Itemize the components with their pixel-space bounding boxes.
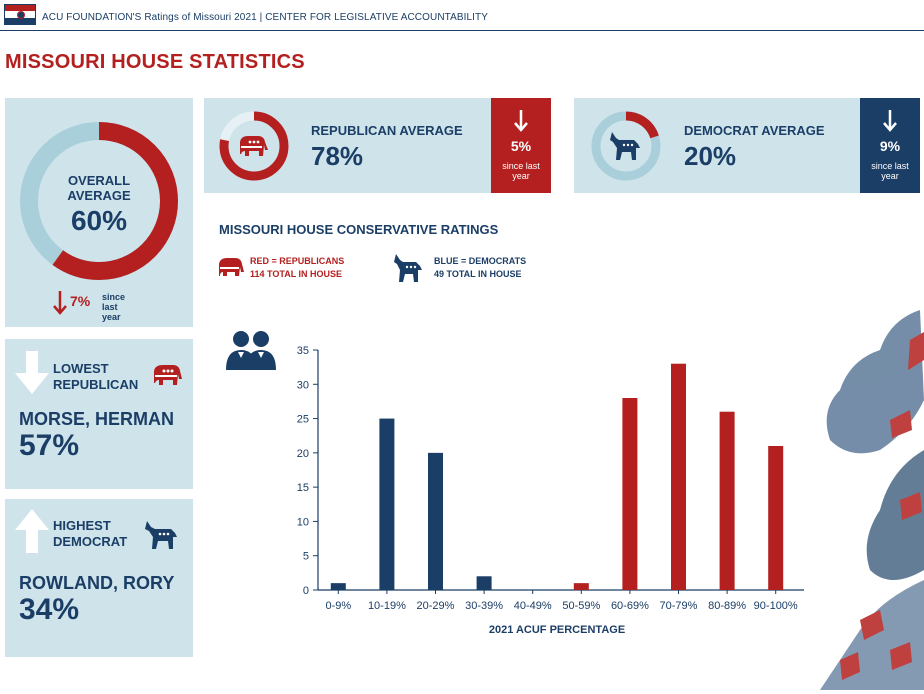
republican-change-box: 5% since last year bbox=[491, 98, 551, 193]
y-tick-label: 0 bbox=[303, 585, 309, 597]
y-tick-label: 5 bbox=[303, 551, 309, 563]
bar-20-29% bbox=[428, 452, 443, 590]
overall-change-since: since last year bbox=[102, 292, 126, 322]
republican-change-since: since last year bbox=[502, 161, 540, 181]
elephant-icon bbox=[240, 136, 268, 156]
bar-60-69% bbox=[622, 398, 638, 590]
democrat-average-title: DEMOCRAT AVERAGE bbox=[684, 123, 825, 138]
y-tick-label: 15 bbox=[297, 482, 309, 494]
democrat-average-panel: DEMOCRAT AVERAGE 20% bbox=[574, 98, 860, 193]
x-tick-label: 0-9% bbox=[325, 600, 351, 612]
republican-average-value: 78% bbox=[311, 141, 364, 171]
missouri-flag-icon bbox=[4, 4, 36, 25]
democrat-change-since: since last year bbox=[871, 161, 909, 181]
lowest-republican-panel: LOWEST REPUBLICAN MORSE, HERMAN 57% bbox=[5, 339, 193, 489]
x-tick-label: 40-49% bbox=[514, 600, 552, 612]
header-bar: ACU FOUNDATION'S Ratings of Missouri 202… bbox=[0, 0, 924, 31]
democrat-donut bbox=[591, 111, 661, 181]
donkey-icon bbox=[610, 132, 640, 160]
donkey-icon bbox=[394, 254, 422, 282]
bar-90-100% bbox=[768, 446, 784, 590]
highest-name: ROWLAND, RORY bbox=[19, 573, 175, 593]
legend-republicans: RED = REPUBLICANS 114 TOTAL IN HOUSE bbox=[250, 256, 345, 279]
highest-value: 34% bbox=[19, 593, 80, 626]
header-text: ACU FOUNDATION'S Ratings of Missouri 202… bbox=[42, 12, 489, 23]
overall-donut-arc bbox=[20, 122, 178, 280]
down-arrow-icon bbox=[883, 110, 897, 132]
x-tick-label: 60-69% bbox=[611, 600, 649, 612]
x-axis-title: 2021 ACUF PERCENTAGE bbox=[489, 624, 625, 636]
democrat-change-box: 9% since last year bbox=[860, 98, 920, 193]
highest-democrat-panel: HIGHEST DEMOCRAT ROWLAND, RORY 34% bbox=[5, 499, 193, 657]
bar-50-59% bbox=[573, 583, 589, 590]
down-arrow-icon bbox=[53, 291, 67, 315]
y-tick-label: 20 bbox=[297, 448, 309, 460]
y-tick-label: 35 bbox=[297, 345, 309, 357]
down-arrow-icon bbox=[15, 351, 49, 394]
down-arrow-icon bbox=[514, 110, 528, 132]
chart-section-title: MISSOURI HOUSE CONSERVATIVE RATINGS bbox=[219, 222, 499, 237]
x-tick-label: 80-89% bbox=[708, 600, 746, 612]
x-tick-label: 70-79% bbox=[660, 600, 698, 612]
republican-donut bbox=[219, 111, 289, 181]
overall-value: 60% bbox=[70, 205, 128, 236]
elephant-icon bbox=[219, 258, 244, 276]
conservative-ratings-chart: 0 5 10 15 20 25 30 35 0-9% 10-19% 20-29% 30-39% 40-4… bbox=[297, 345, 804, 636]
y-tick-label: 30 bbox=[297, 379, 309, 391]
overall-change-value: 7% bbox=[70, 293, 91, 309]
x-tick-label: 10-19% bbox=[368, 600, 406, 612]
bar-10-19% bbox=[379, 418, 395, 590]
people-icon bbox=[226, 331, 276, 370]
democrat-donut-arc bbox=[591, 111, 661, 181]
elephant-icon bbox=[154, 365, 182, 385]
x-tick-label: 50-59% bbox=[562, 600, 600, 612]
bar-0-9% bbox=[330, 583, 346, 590]
lowest-label: LOWEST REPUBLICAN bbox=[53, 361, 139, 392]
republican-change-value: 5% bbox=[510, 138, 532, 154]
highest-label: HIGHEST DEMOCRAT bbox=[53, 518, 128, 549]
crowd-decoration bbox=[820, 310, 924, 690]
up-arrow-icon bbox=[15, 509, 49, 553]
x-tick-label: 90-100% bbox=[754, 600, 798, 612]
democrat-change-value: 9% bbox=[879, 138, 901, 154]
lowest-value: 57% bbox=[19, 429, 80, 462]
bar-30-39% bbox=[476, 576, 492, 590]
democrat-average-value: 20% bbox=[684, 141, 737, 171]
bar-80-89% bbox=[719, 411, 735, 590]
donkey-icon bbox=[145, 521, 177, 549]
overall-label: OVERALL AVERAGE bbox=[67, 173, 131, 203]
republican-average-panel: REPUBLICAN AVERAGE 78% bbox=[204, 98, 491, 193]
republican-average-title: REPUBLICAN AVERAGE bbox=[311, 123, 463, 138]
x-tick-label: 30-39% bbox=[465, 600, 503, 612]
lowest-name: MORSE, HERMAN bbox=[19, 409, 175, 429]
overall-donut bbox=[20, 122, 178, 280]
x-tick-label: 20-29% bbox=[417, 600, 455, 612]
overall-average-panel: OVERALL AVERAGE 60% 7% since last year bbox=[5, 98, 193, 327]
republican-donut-arc bbox=[219, 111, 289, 181]
legend-democrats: BLUE = DEMOCRATS 49 TOTAL IN HOUSE bbox=[434, 256, 527, 279]
y-tick-label: 25 bbox=[297, 414, 309, 426]
bar-70-79% bbox=[671, 363, 686, 590]
y-tick-label: 10 bbox=[297, 516, 309, 528]
page-title: MISSOURI HOUSE STATISTICS bbox=[5, 51, 305, 73]
